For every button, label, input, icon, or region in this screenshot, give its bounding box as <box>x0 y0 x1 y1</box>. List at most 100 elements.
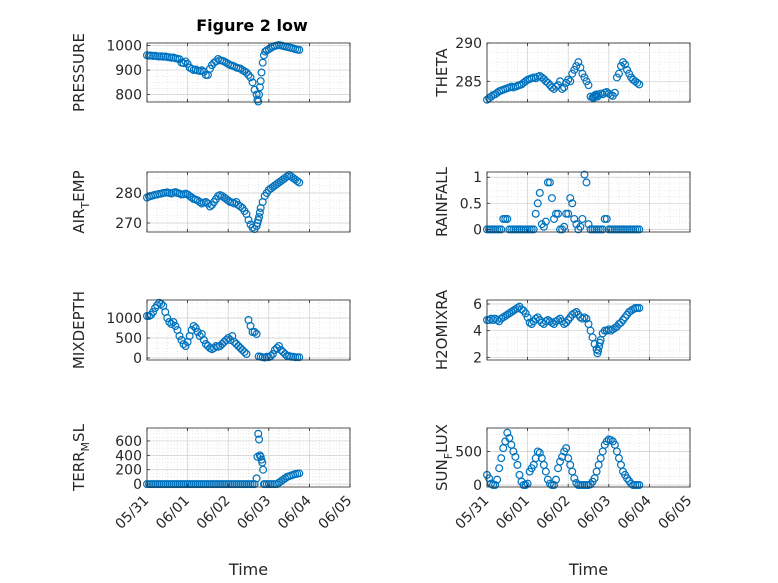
data-point <box>539 222 548 231</box>
data-point <box>242 350 251 359</box>
y-axis-label: MIXDEPTH <box>70 291 88 369</box>
data-point <box>572 220 581 229</box>
axes-box <box>486 42 691 103</box>
data-point <box>543 78 552 87</box>
data-point <box>491 314 500 323</box>
data-point <box>582 178 591 187</box>
data-point <box>274 342 283 351</box>
x-axis-label: Time <box>228 560 268 579</box>
data-point <box>517 305 526 314</box>
data-point <box>604 89 613 98</box>
subplot-3: 270 280 AIRTEMP <box>70 170 351 234</box>
data-point <box>244 70 253 79</box>
data-point <box>222 336 231 345</box>
data-point <box>495 464 504 473</box>
y-tick-label: 1000 <box>106 38 142 54</box>
x-tick-label: 06/01 <box>153 493 193 533</box>
data-point <box>276 346 285 355</box>
data-point <box>578 69 587 78</box>
data-point <box>255 213 264 222</box>
x-tick-label: 06/02 <box>194 493 234 533</box>
data-point <box>598 225 607 234</box>
axes-box <box>486 299 691 361</box>
data-point <box>556 457 565 466</box>
data-point <box>619 58 628 67</box>
data-point <box>259 465 268 474</box>
subplot-8: 0 500 05/31 06/01 06/02 06/03 06/04 06/05 SUNFLU… <box>433 424 695 579</box>
data-point <box>218 340 227 349</box>
data-point <box>167 320 176 329</box>
y-tick-label: 500 <box>115 331 142 347</box>
data-point <box>523 313 532 322</box>
data-point <box>610 88 619 97</box>
data-point <box>491 480 500 489</box>
data-point <box>497 454 506 463</box>
data-point <box>487 92 496 101</box>
data-point <box>195 332 204 341</box>
data-point <box>232 340 241 349</box>
data-point <box>582 77 591 86</box>
data-point <box>606 326 615 335</box>
y-tick-label: 4 <box>473 324 482 340</box>
data-point <box>578 214 587 223</box>
data-point <box>179 340 188 349</box>
data-point <box>238 346 247 355</box>
y-tick-label: 280 <box>115 186 142 202</box>
data-point <box>633 78 642 87</box>
y-axis-label: THETA <box>433 48 451 98</box>
data-point <box>602 214 611 223</box>
data-point <box>295 353 304 362</box>
data-point <box>255 435 264 444</box>
data-point <box>570 474 579 483</box>
data-point <box>531 209 540 218</box>
data-point <box>272 344 281 353</box>
x-tick-label: 06/05 <box>656 493 696 533</box>
data-point <box>584 220 593 229</box>
data-point <box>501 312 510 321</box>
data-point <box>503 214 512 223</box>
data-point <box>216 342 225 351</box>
data-point <box>189 322 198 331</box>
data-point <box>179 59 188 68</box>
data-point <box>560 320 569 329</box>
data-point <box>224 334 233 343</box>
x-tick-label: 06/01 <box>493 493 533 533</box>
data-point <box>181 342 190 351</box>
data-point <box>485 474 494 483</box>
data-point <box>201 198 210 207</box>
data-point <box>531 314 540 323</box>
data-point <box>293 177 302 186</box>
data-point <box>236 64 245 73</box>
data-point <box>543 475 552 484</box>
data-point <box>248 78 257 87</box>
data-point <box>635 480 644 489</box>
data-point <box>608 325 617 334</box>
data-point <box>541 217 550 226</box>
data-point <box>547 194 556 203</box>
data-point <box>554 209 563 218</box>
y-tick-label: 1000 <box>106 311 142 327</box>
y-tick-label: 0 <box>133 351 142 367</box>
y-tick-label: 400 <box>115 448 142 464</box>
data-point <box>592 345 601 354</box>
y-tick-label: 600 <box>115 434 142 450</box>
data-point <box>635 304 644 313</box>
x-tick-label: 06/04 <box>615 493 655 533</box>
x-tick-label: 05/31 <box>453 493 493 533</box>
data-point <box>614 69 623 78</box>
data-point <box>529 225 538 234</box>
data-point <box>568 199 577 208</box>
data-point <box>257 68 266 77</box>
data-point <box>554 316 563 325</box>
axes-box <box>146 299 351 361</box>
data-point <box>582 314 591 323</box>
data-point <box>578 314 587 323</box>
data-point <box>541 467 550 476</box>
data-point <box>191 324 200 333</box>
data-point <box>256 77 265 86</box>
data-point <box>580 73 589 82</box>
data-point <box>572 61 581 70</box>
y-tick-label: 285 <box>455 74 482 90</box>
data-point <box>570 309 579 318</box>
